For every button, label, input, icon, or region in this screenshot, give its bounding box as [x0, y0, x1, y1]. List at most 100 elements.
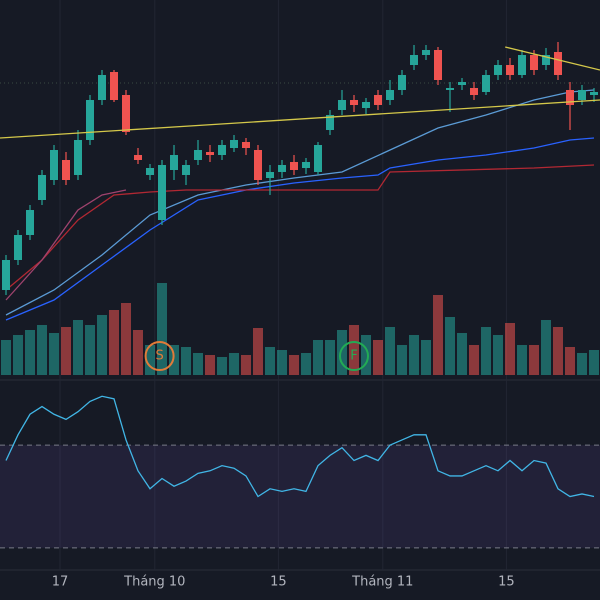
- candle-body: [374, 95, 382, 105]
- candle-body: [494, 65, 502, 75]
- candle-body: [86, 100, 94, 140]
- volume-bar: [505, 323, 515, 375]
- candle-body: [278, 165, 286, 172]
- moving-average: [5, 189, 127, 301]
- candle-body: [242, 142, 250, 148]
- candle-body: [326, 115, 334, 130]
- volume-bar: [229, 353, 239, 375]
- candle-body: [518, 55, 526, 75]
- volume-bar: [589, 350, 599, 375]
- event-label: S: [155, 349, 163, 364]
- candle-body: [218, 145, 226, 155]
- candle-body: [194, 150, 202, 160]
- candle-body: [410, 55, 418, 65]
- candle-body: [170, 155, 178, 170]
- volume-bar: [397, 345, 407, 375]
- volume-bar: [1, 340, 11, 375]
- event-label: F: [350, 349, 357, 364]
- volume-bar: [565, 347, 575, 375]
- candle-body: [2, 260, 10, 290]
- candle-body: [446, 88, 454, 90]
- volume-bar: [373, 340, 383, 375]
- candle-body: [26, 210, 34, 235]
- volume-bar: [469, 345, 479, 375]
- candle-body: [542, 55, 550, 65]
- trendline: [0, 99, 600, 139]
- volume-bar: [541, 320, 551, 375]
- candle-body: [578, 90, 586, 100]
- candle-body: [590, 92, 598, 95]
- volume-bar: [73, 320, 83, 375]
- candle-body: [530, 55, 538, 70]
- candle-body: [506, 65, 514, 75]
- candle-body: [230, 140, 238, 148]
- candle-body: [290, 162, 298, 170]
- volume-bar: [517, 345, 527, 375]
- volume-bar: [493, 335, 503, 375]
- candle-body: [314, 145, 322, 172]
- candle-body: [362, 102, 370, 108]
- volume-bar: [157, 283, 167, 375]
- volume-bar: [265, 347, 275, 375]
- volume-bar: [121, 303, 131, 375]
- volume-bar: [85, 325, 95, 375]
- volume-bar: [421, 340, 431, 375]
- candle-body: [146, 168, 154, 175]
- x-tick-label: Tháng 11: [351, 575, 413, 590]
- x-tick-label: Tháng 10: [123, 575, 185, 590]
- volume-bar: [277, 350, 287, 375]
- candle-body: [206, 152, 214, 155]
- volume-bar: [181, 347, 191, 375]
- moving-average: [5, 137, 595, 321]
- x-tick-label: 17: [52, 575, 69, 590]
- volume-bar: [25, 330, 35, 375]
- candle-body: [134, 155, 142, 160]
- candle-body: [566, 90, 574, 105]
- volume-bar: [217, 357, 227, 375]
- volume-bar: [313, 340, 323, 375]
- volume-bar: [409, 335, 419, 375]
- candle-body: [266, 172, 274, 178]
- volume-bar: [133, 330, 143, 375]
- candle-body: [98, 75, 106, 100]
- rsi-line: [5, 395, 595, 498]
- candle-body: [386, 90, 394, 100]
- candle-body: [338, 100, 346, 110]
- volume-bar: [241, 355, 251, 375]
- candle-body: [470, 88, 478, 95]
- volume-bar: [61, 327, 71, 375]
- candle-body: [302, 162, 310, 168]
- volume-bar: [349, 325, 359, 375]
- event-marker: [144, 341, 175, 371]
- candle-body: [458, 82, 466, 85]
- candle-body: [110, 72, 118, 100]
- candle-body: [182, 165, 190, 175]
- volume-bar: [37, 325, 47, 375]
- volume-bar: [577, 353, 587, 375]
- candle-body: [158, 165, 166, 220]
- volume-bar: [289, 355, 299, 375]
- volume-bar: [49, 333, 59, 375]
- candle-body: [434, 50, 442, 80]
- volume-bar: [553, 327, 563, 375]
- volume-bar: [433, 295, 443, 375]
- volume-bar: [97, 315, 107, 375]
- moving-average: [5, 164, 595, 291]
- volume-bar: [481, 327, 491, 375]
- volume-bar: [337, 330, 347, 375]
- volume-bar: [361, 335, 371, 375]
- volume-bar: [145, 345, 155, 375]
- volume-bar: [253, 328, 263, 375]
- candle-body: [50, 150, 58, 180]
- candle-body: [350, 100, 358, 105]
- candle-body: [482, 75, 490, 92]
- x-tick-label: 15: [498, 575, 515, 590]
- volume-bar: [301, 353, 311, 375]
- volume-bar: [325, 340, 335, 375]
- volume-bar: [193, 353, 203, 375]
- trendline: [505, 46, 600, 71]
- candle-body: [122, 95, 130, 132]
- candle-body: [422, 50, 430, 55]
- candle-body: [398, 75, 406, 90]
- x-tick-label: 15: [270, 575, 287, 590]
